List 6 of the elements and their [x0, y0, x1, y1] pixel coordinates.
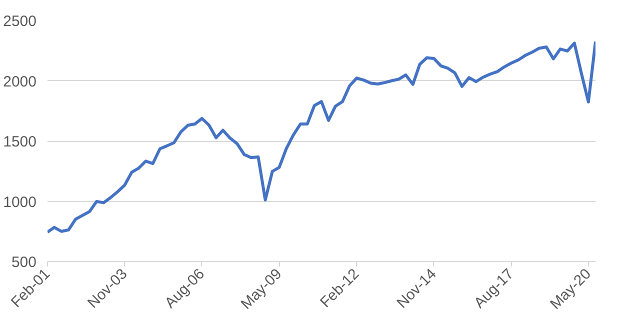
y-tick-label: 2000	[3, 73, 37, 90]
y-tick-label: 1000	[3, 194, 37, 211]
line-series	[48, 40, 596, 234]
y-tick-label: 500	[11, 254, 37, 271]
y-tick-label: 1500	[3, 134, 37, 150]
y-tick-label: 2500	[3, 13, 37, 30]
